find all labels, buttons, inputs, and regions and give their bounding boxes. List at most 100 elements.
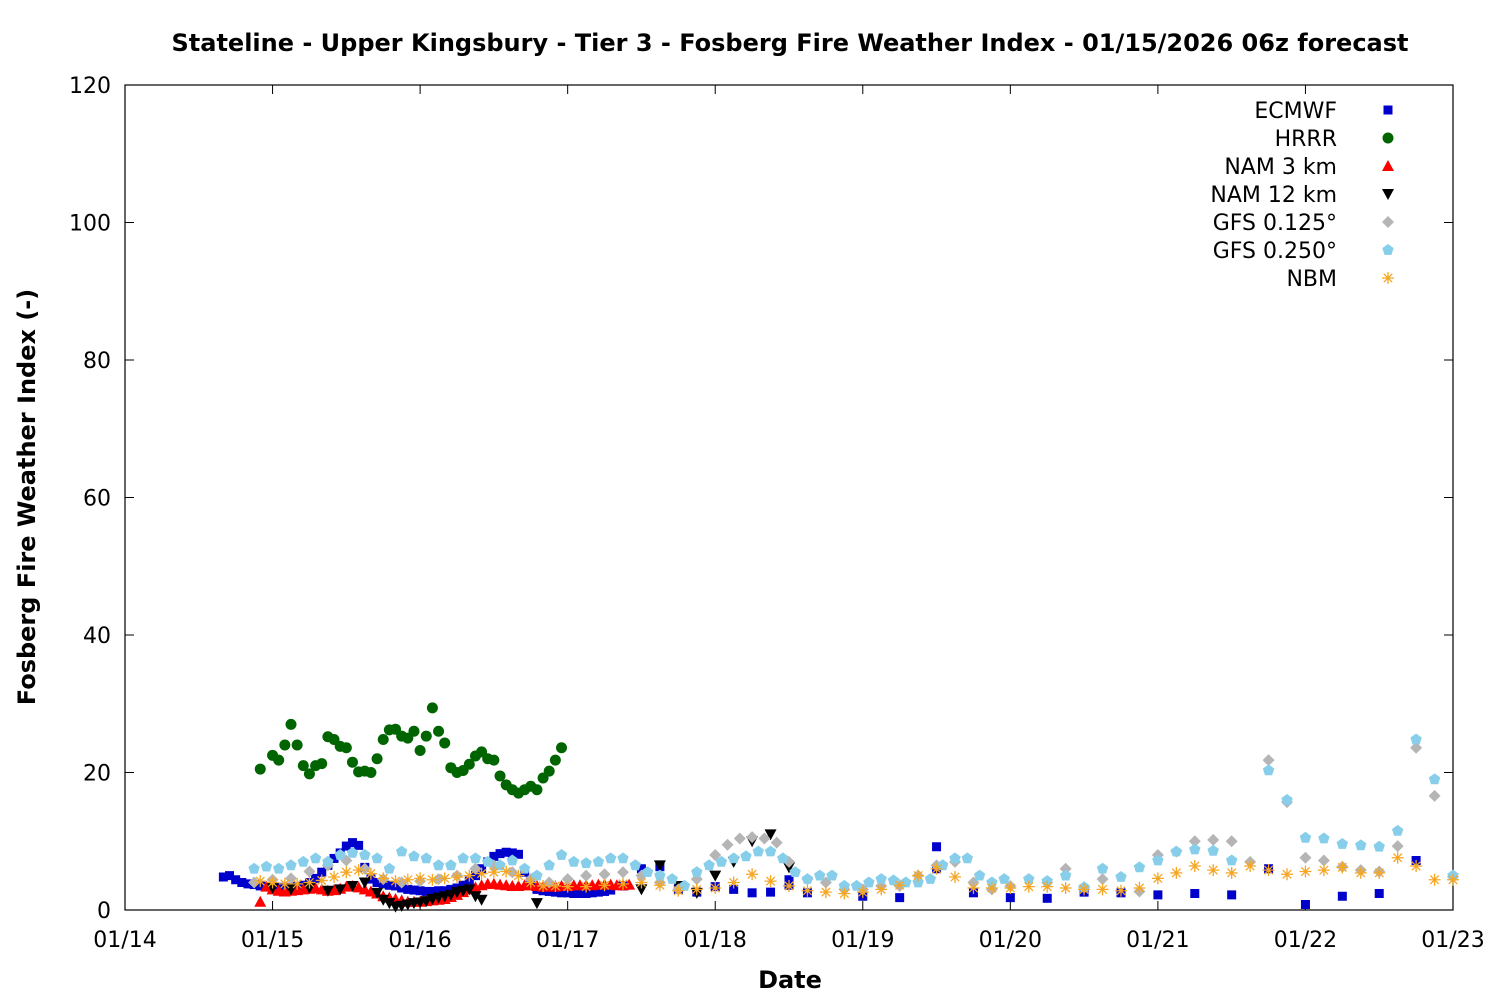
gfs-0-250-point (580, 857, 592, 869)
hrrr-point (556, 742, 568, 754)
nbm-point (727, 876, 740, 889)
nbm-point (967, 882, 980, 894)
gfs-0-125-point (248, 876, 261, 889)
nbm-point (364, 867, 377, 880)
nbm-point (512, 869, 525, 882)
ecmwf-point (550, 887, 560, 897)
ecmwf-point (1042, 893, 1052, 903)
gfs-0-250-point (617, 852, 629, 864)
x-tick-label: 01/14 (93, 928, 156, 953)
x-tick-label: 01/17 (536, 928, 599, 953)
nbm-point (764, 875, 777, 888)
ecmwf-point (225, 871, 235, 881)
hrrr-point (303, 768, 315, 780)
nbm-point (672, 884, 685, 897)
legend-label-ecmwf: ECMWF (1254, 99, 1337, 124)
nbm-point (524, 876, 537, 889)
hrrr-point (531, 784, 543, 796)
gfs-0-250-point (408, 850, 420, 862)
nbm-point (856, 886, 869, 899)
nbm-point (1096, 883, 1109, 896)
series-gfs-0-125 (248, 741, 1459, 898)
nam-12-km-point (463, 884, 476, 896)
gfs-0-250-point (740, 850, 752, 862)
gfs-0-125-point (1188, 835, 1201, 848)
gfs-0-250-point (1115, 871, 1127, 882)
gfs-0-250-point (543, 859, 555, 871)
hrrr-point (279, 739, 291, 751)
legend-marker-ecmwf (1383, 105, 1393, 115)
gfs-0-125-point (733, 832, 746, 845)
gfs-0-125-point (1059, 862, 1072, 875)
gfs-0-250-point (518, 862, 531, 874)
gfs-0-125-point (432, 873, 445, 886)
nbm-point (278, 877, 291, 890)
ecmwf-point (489, 851, 499, 861)
gfs-0-125-point (506, 866, 519, 879)
legend-marker-nbm (1382, 272, 1394, 284)
gfs-0-250-point (961, 852, 973, 864)
nbm-point (1410, 860, 1423, 872)
nbm-point (617, 877, 629, 890)
nam-12-km-point (709, 870, 722, 882)
nbm-point (1336, 861, 1349, 874)
gfs-0-125-point (1262, 754, 1275, 767)
nbm-point (291, 877, 304, 890)
nbm-point (266, 876, 279, 889)
gfs-0-250-point (641, 866, 654, 877)
y-tick-label: 120 (69, 74, 111, 99)
gfs-0-250-point (1170, 845, 1182, 857)
gfs-0-250-point (248, 862, 260, 874)
nbm-point (1373, 866, 1386, 879)
y-tick-label: 0 (97, 899, 111, 924)
gfs-0-250-point (973, 869, 986, 881)
gfs-0-250-point (728, 852, 740, 864)
legend-label-hrrr: HRRR (1275, 127, 1337, 152)
ecmwf-point (458, 880, 468, 890)
hrrr-point (439, 737, 451, 749)
hrrr-point (297, 760, 309, 772)
hrrr-point (377, 734, 389, 745)
ecmwf-point (341, 841, 351, 851)
y-tick-label: 60 (83, 487, 111, 512)
nbm-point (549, 879, 562, 892)
gfs-0-125-point (1317, 854, 1330, 867)
gfs-0-250-point (297, 855, 309, 867)
x-axis: 01/14 01/15 01/16 01/17 01/18 01/19 01/20 01/21… (93, 85, 1485, 953)
nbm-point (1354, 866, 1367, 879)
gfs-0-250-point (1318, 832, 1330, 844)
ecmwf-point (237, 878, 247, 887)
gfs-0-250-point (346, 846, 359, 858)
gfs-0-250-point (555, 849, 568, 860)
gfs-0-250-point (875, 873, 887, 884)
gfs-0-125-point (561, 873, 574, 886)
ecmwf-point (729, 884, 739, 894)
ecmwf-point (347, 838, 357, 848)
y-tick-label: 20 (83, 762, 111, 787)
nbm-point (1170, 866, 1183, 879)
gfs-0-125-point (580, 869, 593, 882)
nbm-point (1059, 882, 1072, 894)
nbm-point (801, 884, 814, 897)
gfs-0-250-point (506, 854, 518, 866)
nbm-point (1151, 872, 1164, 885)
x-tick-label: 01/20 (979, 928, 1042, 953)
y-axis: 0 20 40 60 80 100 120 (69, 74, 1453, 924)
gfs-0-250-point (605, 852, 617, 864)
plot-border (124, 84, 1454, 911)
gfs-0-125-point (770, 836, 783, 849)
gfs-0-250-point (666, 873, 678, 884)
ecmwf-point (1005, 893, 1015, 903)
ecmwf-point (470, 871, 480, 881)
nam-12-km-point (530, 898, 543, 910)
x-tick-label: 01/15 (241, 928, 304, 953)
nbm-point (1428, 873, 1441, 886)
nbm-point (653, 879, 666, 892)
gfs-0-250-point (863, 876, 875, 888)
nbm-point (1022, 880, 1035, 893)
gfs-0-125-point (1410, 741, 1423, 754)
ecmwf-point (231, 875, 241, 885)
gfs-0-125-point (709, 849, 722, 861)
ecmwf-point (495, 849, 505, 859)
y-tick-label: 100 (69, 212, 111, 237)
